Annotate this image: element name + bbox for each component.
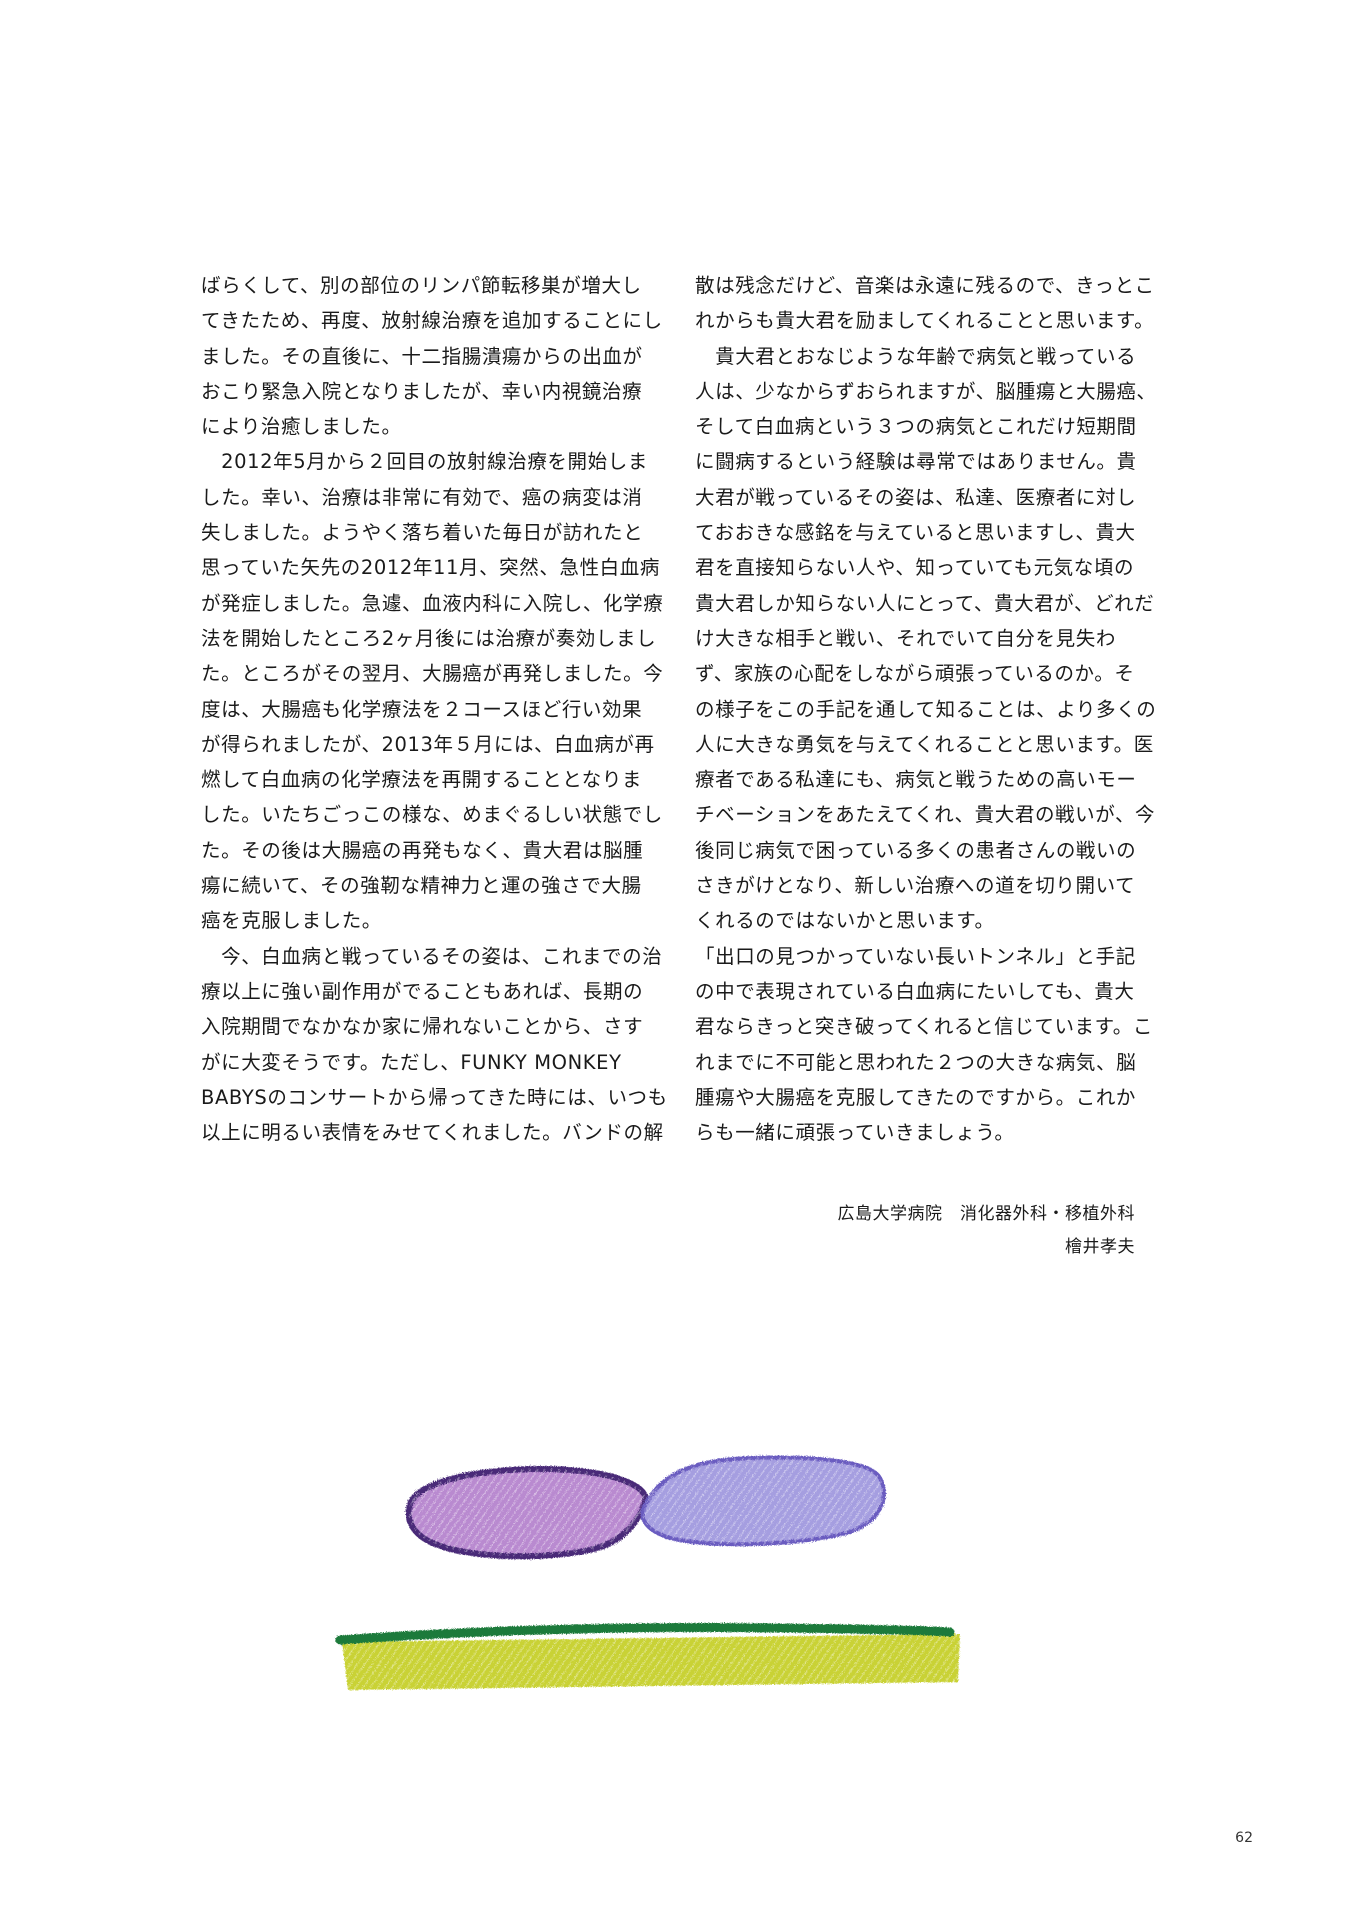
text-line: 貴大君しか知らない人にとって、貴大君が、どれだ <box>695 591 1155 615</box>
text-line: の中で表現されている白血病にたいしても、貴大 <box>695 979 1135 1003</box>
text-line: そして白血病という３つの病気とこれだけ短期間 <box>695 415 1137 439</box>
text-line: け大きな相手と戦い、それでいて自分を見失わ <box>695 626 1116 650</box>
text-line: 人に大きな勇気を与えてくれることと思います。医 <box>695 732 1154 756</box>
text-line: により治癒しました。 <box>201 415 402 439</box>
signature: 広島大学病院 消化器外科・移植外科 檜井孝夫 <box>838 1198 1136 1264</box>
text-line: 君ならきっと突き破ってくれると信じています。こ <box>695 1015 1154 1039</box>
text-line: 思っていた矢先の2012年11月、突然、急性白血病 <box>201 556 660 580</box>
text-line: おこり緊急入院となりましたが、幸い内視鏡治療 <box>201 379 643 403</box>
signature-name: 檜井孝夫 <box>1065 1237 1135 1257</box>
text-line: 貴大君とおなじような年齢で病気と戦っている <box>695 344 1137 368</box>
text-line: ず、家族の心配をしながら頑張っているのか。そ <box>695 662 1135 686</box>
text-line: 散は残念だけど、音楽は永遠に残るので、きっとこ <box>695 274 1155 297</box>
text-line: 2012年5月から２回目の放射線治療を開始しま <box>201 450 648 474</box>
text-line: 「出口の見つかっていない長いトンネル」と手記 <box>695 944 1136 968</box>
text-line: 後同じ病気で困っている多くの患者さんの戦いの <box>695 838 1137 862</box>
text-line: さきがけとなり、新しい治療への道を切り開いて <box>695 874 1136 898</box>
text-line: れまでに不可能と思われた２つの大きな病気、脳 <box>695 1050 1137 1074</box>
right-column: 散は残念だけど、音楽は永遠に残るので、きっとこ れからも貴大君を励ましてくれること… <box>695 268 1157 1150</box>
text-line: 燃して白血病の化学療法を再開することとなりま <box>201 768 643 792</box>
text-line: 腫瘍や大腸癌を克服してきたのですから。これか <box>695 1085 1137 1109</box>
text-line: 大君が戦っているその姿は、私達、医療者に対し <box>695 485 1137 509</box>
text-line: 以上に明るい表情をみせてくれました。バンドの解 <box>201 1121 664 1145</box>
grass-green-line <box>335 1623 955 1645</box>
text-line: 療者である私達にも、病気と戦うための高いモー <box>695 768 1137 792</box>
text-line: 療以上に強い副作用がでることもあれば、長期の <box>201 979 644 1003</box>
text-line: れからも貴大君を励ましてくれることと思います。 <box>695 309 1155 333</box>
text-line: くれるのではないかと思います。 <box>695 909 995 933</box>
text-line: に闘病するという経験は尋常ではありません。貴 <box>695 450 1137 474</box>
text-line: ておおきな感銘を与えていると思いますし、貴大 <box>695 521 1136 545</box>
text-line: ばらくして、別の部位のリンパ節転移巣が増大し <box>201 274 642 297</box>
text-line: 度は、大腸癌も化学療法を２コースほど行い効果 <box>201 697 643 721</box>
text-line: が発症しました。急遽、血液内科に入院し、化学療 <box>201 591 664 615</box>
text-line: 人は、少なからずおられますが、脳腫瘍と大腸癌、 <box>695 379 1157 403</box>
signature-affiliation: 広島大学病院 消化器外科・移植外科 <box>837 1204 1135 1224</box>
text-line: チベーションをあたえてくれ、貴大君の戦いが、今 <box>695 803 1156 827</box>
text-line: BABYSのコンサートから帰ってきた時には、いつも <box>201 1085 668 1109</box>
text-line: 入院期間でなかなか家に帰れないことから、さす <box>201 1015 644 1039</box>
text-line: した。いたちごっこの様な、めまぐるしい状態でし <box>201 803 663 827</box>
text-line: がに大変そうです。ただし、FUNKY MONKEY <box>201 1050 622 1074</box>
text-line: した。幸い、治療は非常に有効で、癌の病変は消 <box>201 485 643 509</box>
text-line: が得られましたが、2013年５月には、白血病が再 <box>201 732 655 756</box>
crayon-illustration <box>335 1455 960 1690</box>
text-line: の様子をこの手記を通して知ることは、より多くの <box>695 697 1157 721</box>
text-line: た。その後は大腸癌の再発もなく、貴大君は脳腫 <box>201 838 644 862</box>
text-line: らも一緒に頑張っていきましょう。 <box>695 1121 1015 1145</box>
text-line: 法を開始したところ2ヶ月後には治療が奏効しまし <box>201 626 657 650</box>
text-line: ました。その直後に、十二指腸潰瘍からの出血が <box>201 344 643 368</box>
text-line: 瘍に続いて、その強靭な精神力と運の強さで大腸 <box>201 874 642 898</box>
text-line: た。ところがその翌月、大腸癌が再発しました。今 <box>201 662 664 686</box>
text-line: 今、白血病と戦っているその姿は、これまでの治 <box>201 944 663 968</box>
left-column: ばらくして、別の部位のリンパ節転移巣が増大し てきたため、再度、放射線治療を追加す… <box>201 268 668 1150</box>
text-line: てきたため、再度、放射線治療を追加することにし <box>201 309 663 333</box>
page-number: 62 <box>1235 1830 1253 1846</box>
text-line: 癌を克服しました。 <box>201 909 382 933</box>
text-line: 失しました。ようやく落ち着いた毎日が訪れたと <box>201 521 644 545</box>
text-line: 君を直接知らない人や、知っていても元気な頃の <box>695 556 1135 580</box>
